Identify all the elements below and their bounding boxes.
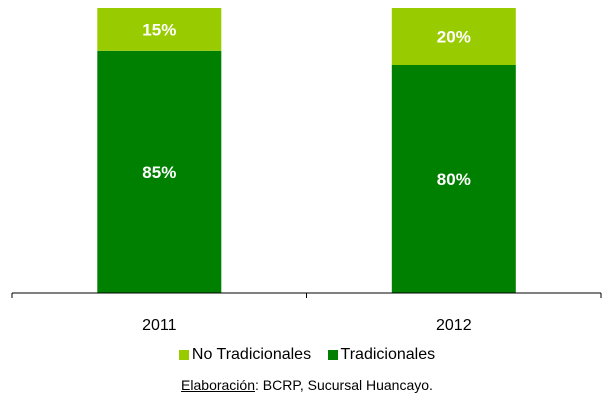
source-note: Elaboración: BCRP, Sucursal Huancayo. (0, 377, 614, 393)
source-label: Elaboración (181, 377, 255, 393)
x-tick-label-2011: 2011 (142, 317, 177, 334)
x-axis-ticks (12, 293, 601, 298)
data-label-no-tradicionales-2012: 20% (437, 28, 471, 47)
legend-swatch-no-tradicionales (179, 350, 189, 360)
legend-swatch-tradicionales (328, 350, 338, 360)
data-label-no-tradicionales-2011: 15% (142, 20, 176, 39)
legend: No Tradicionales Tradicionales (0, 346, 614, 365)
bars-layer (97, 8, 516, 293)
legend-label-tradicionales: Tradicionales (341, 346, 436, 364)
legend-item-tradicionales: Tradicionales (328, 346, 436, 364)
legend-label-no-tradicionales: No Tradicionales (192, 346, 311, 364)
data-label-tradicionales-2011: 85% (142, 163, 176, 182)
legend-item-no-tradicionales: No Tradicionales (179, 346, 311, 364)
x-axis-tick-labels: 2011 2012 (142, 317, 472, 334)
x-tick-label-2012: 2012 (436, 317, 472, 334)
source-text: : BCRP, Sucursal Huancayo. (255, 377, 433, 393)
data-label-tradicionales-2012: 80% (437, 170, 471, 189)
